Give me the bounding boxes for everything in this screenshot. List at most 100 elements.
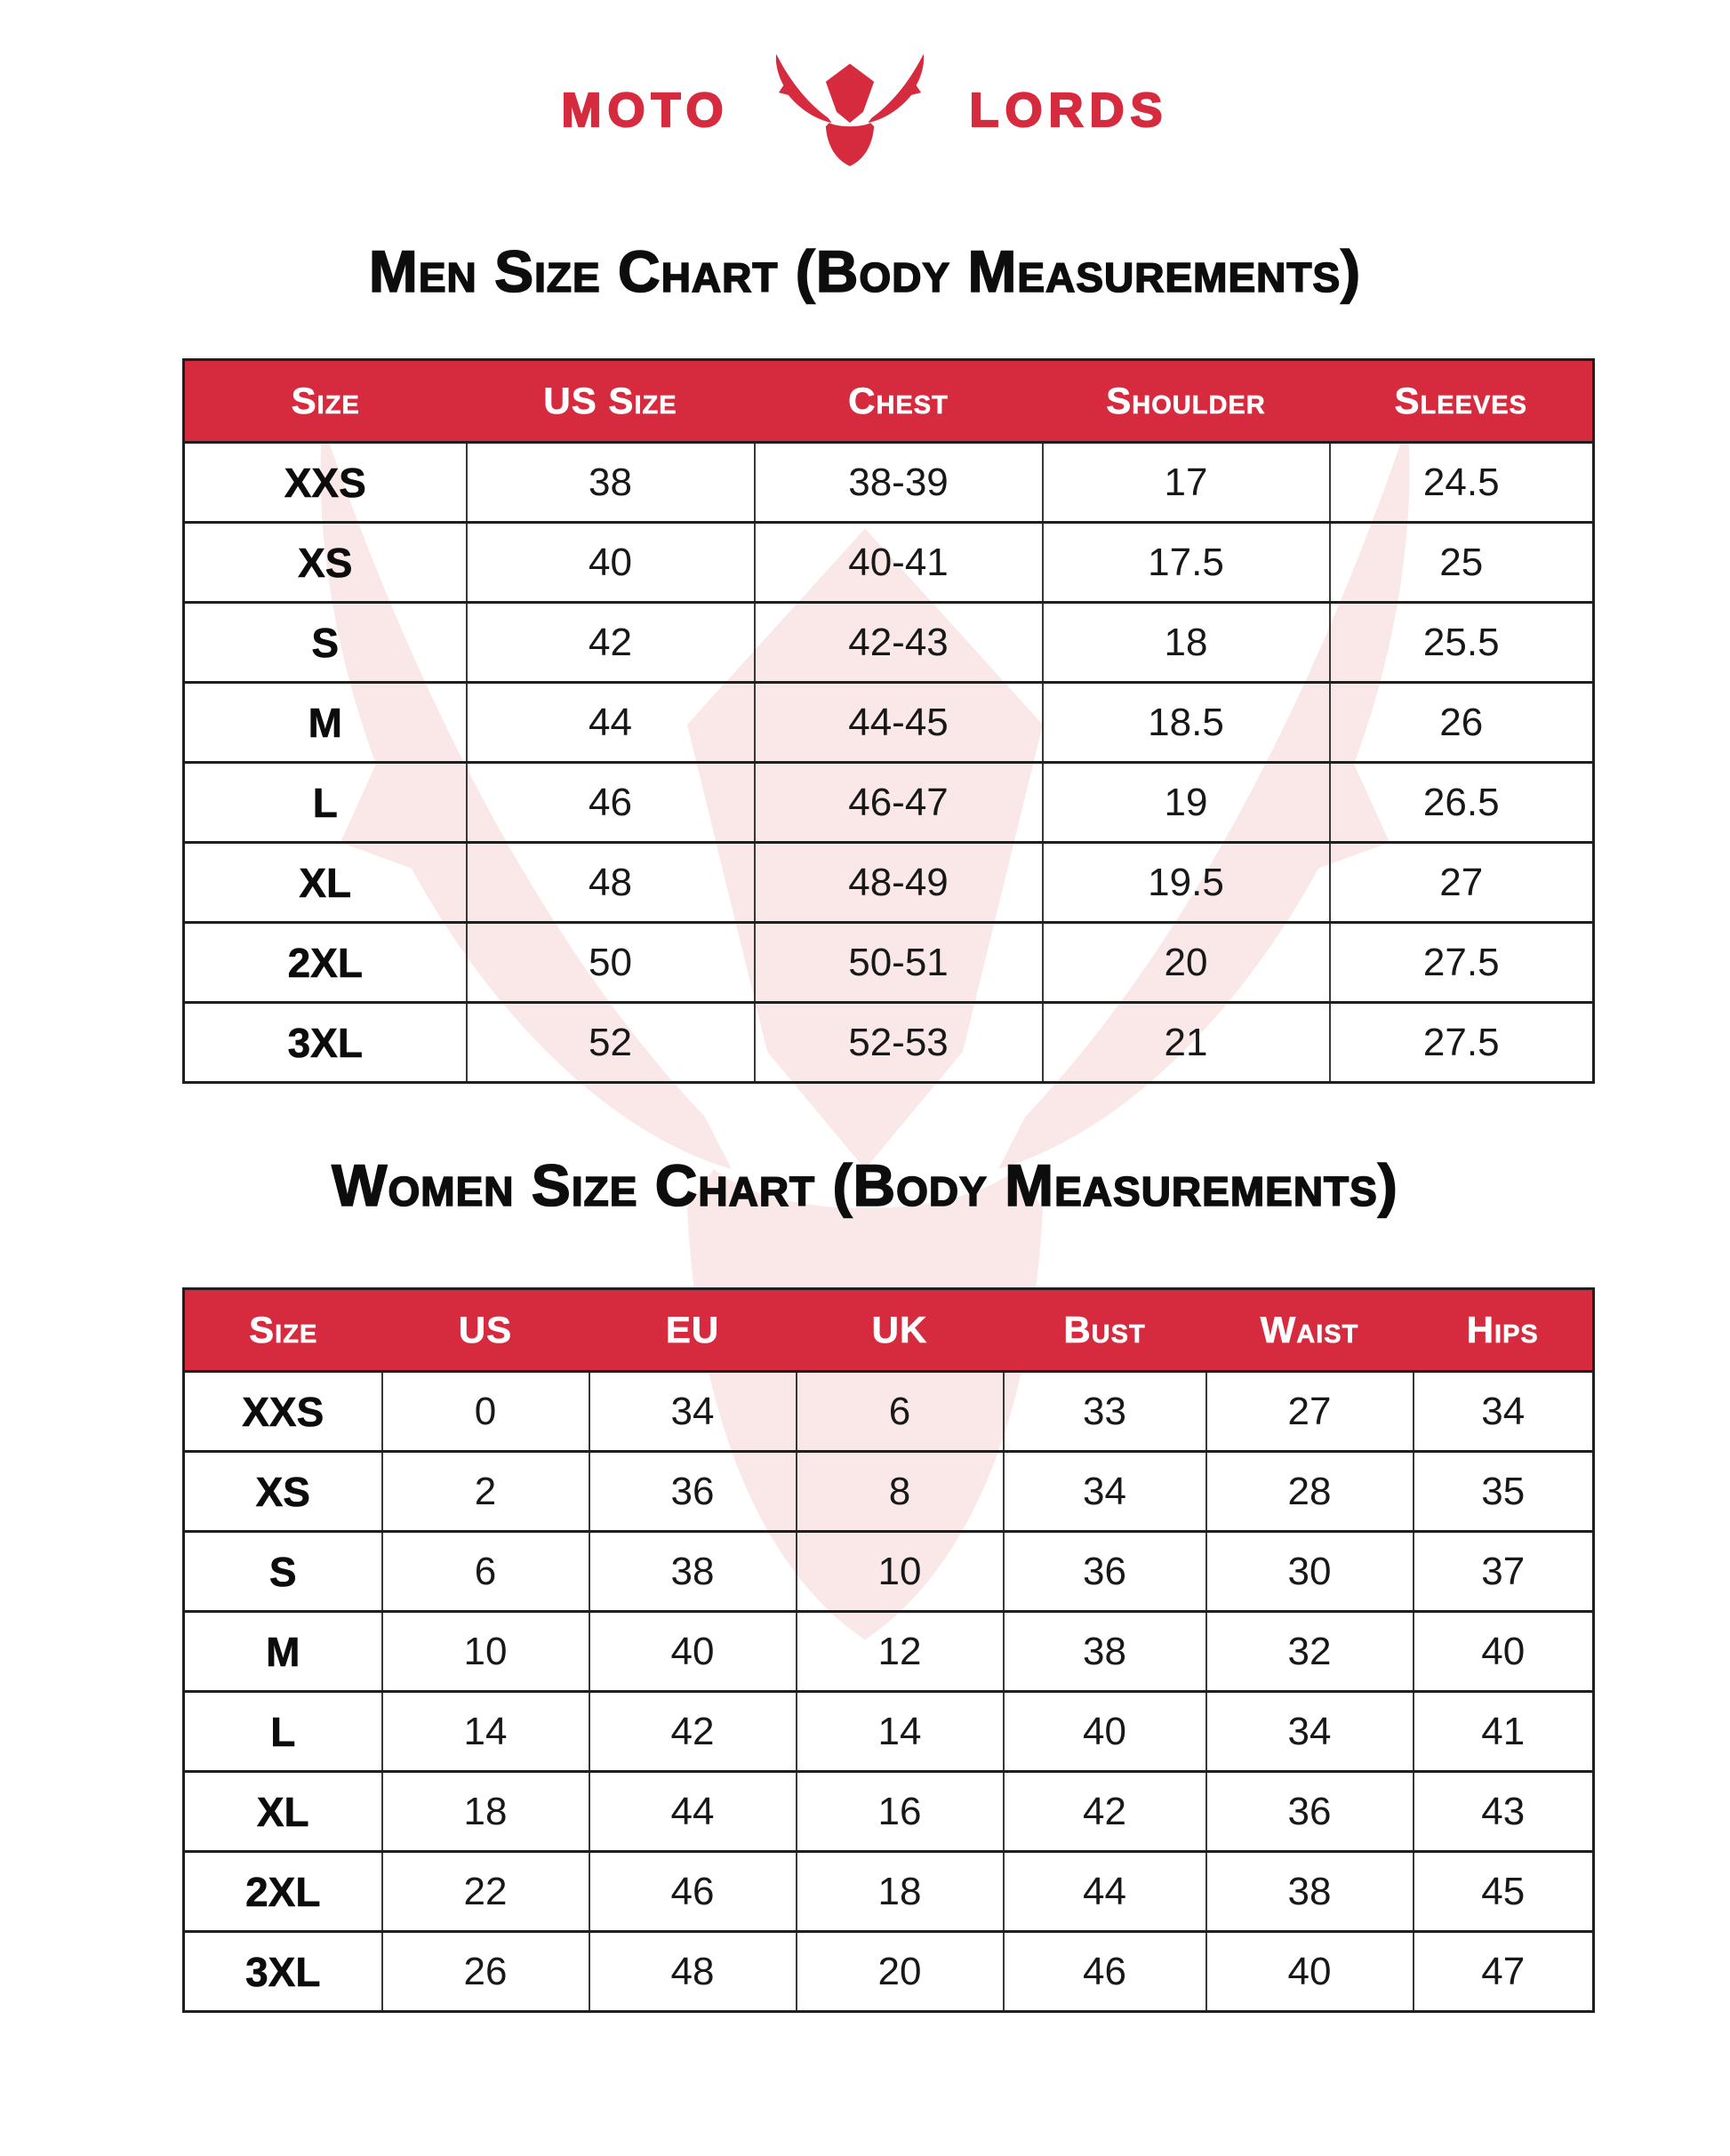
measurement-cell: 46 [1002, 1930, 1207, 2013]
measurement-cell: 46-47 [753, 761, 1044, 844]
measurement-cell: 44 [1002, 1850, 1207, 1933]
measurement-cell: 28 [1205, 1450, 1414, 1533]
table-row: S 42 42-43 18 25.5 [182, 601, 1595, 684]
measurement-cell: 40 [1205, 1930, 1414, 2013]
measurement-cell: 22 [380, 1850, 590, 1933]
column-header: EU [589, 1288, 797, 1373]
measurement-cell: 27 [1328, 841, 1595, 924]
measurement-cell: 20 [1041, 921, 1331, 1004]
column-header: Hips [1413, 1288, 1594, 1373]
measurement-cell: 44-45 [753, 681, 1044, 764]
size-label-cell: M [182, 681, 468, 764]
table-row: 3XL 26 48 20 46 40 47 [182, 1930, 1595, 2013]
size-label-cell: S [182, 1530, 383, 1613]
measurement-cell: 6 [795, 1370, 1005, 1453]
size-label-cell: XS [182, 521, 468, 604]
measurement-cell: 27.5 [1328, 1001, 1595, 1084]
size-label-cell: M [182, 1610, 383, 1693]
measurement-cell: 14 [380, 1690, 590, 1773]
measurement-cell: 38 [465, 441, 756, 524]
measurement-cell: 50-51 [753, 921, 1044, 1004]
measurement-cell: 38 [1205, 1850, 1414, 1933]
measurement-cell: 25 [1328, 521, 1595, 604]
measurement-cell: 36 [588, 1450, 797, 1533]
measurement-cell: 40 [465, 521, 756, 604]
table-row: XS 40 40-41 17.5 25 [182, 521, 1595, 604]
measurement-cell: 19.5 [1041, 841, 1331, 924]
measurement-cell: 33 [1002, 1370, 1207, 1453]
table-row: 3XL 52 52-53 21 27.5 [182, 1001, 1595, 1084]
measurement-cell: 27 [1205, 1370, 1414, 1453]
measurement-cell: 42 [1002, 1770, 1207, 1853]
measurement-cell: 38 [1002, 1610, 1207, 1693]
column-header: Waist [1205, 1288, 1414, 1373]
measurement-cell: 24.5 [1328, 441, 1595, 524]
measurement-cell: 41 [1412, 1690, 1595, 1773]
bull-head-icon [775, 53, 924, 166]
measurement-cell: 48 [465, 841, 756, 924]
measurement-cell: 18.5 [1041, 681, 1331, 764]
measurement-cell: 0 [380, 1370, 590, 1453]
column-header: Size [183, 359, 467, 444]
measurement-cell: 27.5 [1328, 921, 1595, 1004]
measurement-cell: 46 [465, 761, 756, 844]
size-label-cell: S [182, 601, 468, 684]
measurement-cell: 44 [588, 1770, 797, 1853]
measurement-cell: 43 [1412, 1770, 1595, 1853]
size-label-cell: 2XL [182, 921, 468, 1004]
measurement-cell: 26 [1328, 681, 1595, 764]
table-row: L 46 46-47 19 26.5 [182, 761, 1595, 844]
table-row: L 14 42 14 40 34 41 [182, 1690, 1595, 1773]
measurement-cell: 36 [1002, 1530, 1207, 1613]
table-row: XXS 0 34 6 33 27 34 [182, 1370, 1595, 1453]
table-row: M 10 40 12 38 32 40 [182, 1610, 1595, 1693]
measurement-cell: 45 [1412, 1850, 1595, 1933]
measurement-cell: 10 [795, 1530, 1005, 1613]
women-chart-title: Women Size Chart (Body Measurements) [331, 1152, 1398, 1218]
measurement-cell: 35 [1412, 1450, 1595, 1533]
table-row: XL 18 44 16 42 36 43 [182, 1770, 1595, 1853]
women-size-table: Size US EU UK Bust Waist Hips XXS 0 34 6 33 27 34 XS 2… [182, 1287, 1595, 2013]
measurement-cell: 8 [795, 1450, 1005, 1533]
column-header: US Size [466, 359, 755, 444]
measurement-cell: 10 [380, 1610, 590, 1693]
header-row: Size US Size Chest Shoulder Sleeves [183, 359, 1594, 444]
size-label-cell: XL [182, 1770, 383, 1853]
measurement-cell: 18 [380, 1770, 590, 1853]
measurement-cell: 20 [795, 1930, 1005, 2013]
measurement-cell: 6 [380, 1530, 590, 1613]
measurement-cell: 48-49 [753, 841, 1044, 924]
women-table-header: Size US EU UK Bust Waist Hips [183, 1288, 1594, 1373]
brand-wordmark-right: LORDS [968, 83, 1169, 138]
table-row: 2XL 22 46 18 44 38 45 [182, 1850, 1595, 1933]
measurement-cell: 14 [795, 1690, 1005, 1773]
measurement-cell: 18 [795, 1850, 1005, 1933]
table-row: XXS 38 38-39 17 24.5 [182, 441, 1595, 524]
measurement-cell: 38-39 [753, 441, 1044, 524]
table-row: S 6 38 10 36 30 37 [182, 1530, 1595, 1613]
column-header: Chest [754, 359, 1043, 444]
size-label-cell: L [182, 761, 468, 844]
size-label-cell: 3XL [182, 1001, 468, 1084]
measurement-cell: 50 [465, 921, 756, 1004]
measurement-cell: 17 [1041, 441, 1331, 524]
size-label-cell: XXS [182, 1370, 383, 1453]
measurement-cell: 16 [795, 1770, 1005, 1853]
men-size-table: Size US Size Chest Shoulder Sleeves XXS 38 38-… [182, 358, 1595, 1084]
measurement-cell: 37 [1412, 1530, 1595, 1613]
measurement-cell: 12 [795, 1610, 1005, 1693]
measurement-cell: 40-41 [753, 521, 1044, 604]
measurement-cell: 42-43 [753, 601, 1044, 684]
measurement-cell: 26 [380, 1930, 590, 2013]
measurement-cell: 38 [588, 1530, 797, 1613]
size-label-cell: XS [182, 1450, 383, 1533]
brand-wordmark-left: MOTO [560, 83, 730, 138]
men-table-body: XXS 38 38-39 17 24.5 XS 40 40-41 17.5 25 S 42 42-43 1… [182, 441, 1595, 1084]
measurement-cell: 25.5 [1328, 601, 1595, 684]
measurement-cell: 17.5 [1041, 521, 1331, 604]
table-row: M 44 44-45 18.5 26 [182, 681, 1595, 764]
measurement-cell: 48 [588, 1930, 797, 2013]
header-row: Size US EU UK Bust Waist Hips [183, 1288, 1594, 1373]
men-chart-title: Men Size Chart (Body Measurements) [368, 238, 1362, 304]
